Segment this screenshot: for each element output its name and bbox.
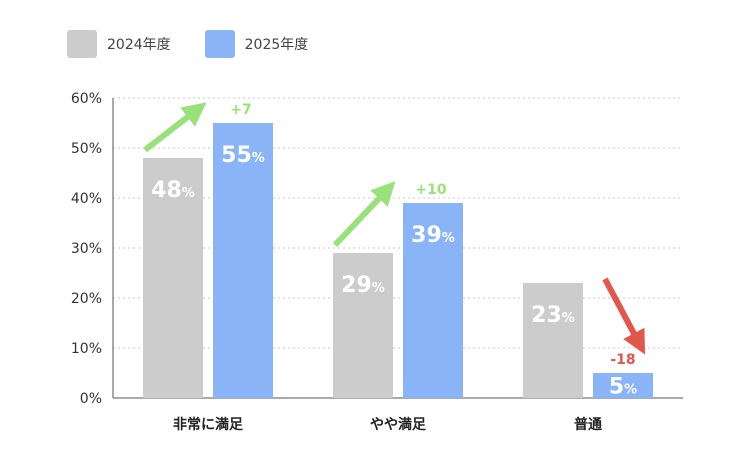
data-label: 55% [221, 143, 265, 168]
data-label: 29% [341, 273, 385, 298]
y-tick-label: 60% [71, 91, 102, 107]
y-tick-label: 30% [71, 241, 102, 257]
y-tick-label: 20% [71, 291, 102, 307]
bar [213, 123, 273, 398]
bar [333, 253, 393, 398]
legend-item-2024: 2024年度 [67, 30, 171, 58]
y-tick-label: 50% [71, 141, 102, 157]
category-label: 普通 [574, 416, 602, 433]
data-label: 5% [609, 375, 637, 400]
legend-label-2024: 2024年度 [107, 37, 171, 53]
bar [593, 373, 653, 398]
legend-item-2025: 2025年度 [204, 30, 309, 58]
bar [523, 283, 583, 398]
change-arrow [332, 181, 396, 248]
y-tick-label: 40% [71, 191, 102, 207]
legend-swatch-2025 [204, 30, 235, 58]
legend: 2024年度 2025年度 [67, 30, 342, 58]
change-arrow [602, 277, 646, 355]
y-tick-label: 0% [80, 391, 102, 407]
y-tick-label: 10% [71, 341, 102, 357]
change-label: +10 [415, 182, 446, 198]
data-label: 48% [151, 178, 195, 203]
data-label: 39% [411, 223, 455, 248]
change-arrow [143, 102, 207, 153]
change-label: +7 [230, 102, 251, 118]
legend-swatch-2024 [67, 30, 97, 58]
data-label: 23% [531, 303, 575, 328]
bar [143, 158, 203, 398]
bar [403, 203, 463, 398]
category-label: やや満足 [370, 416, 427, 433]
legend-label-2025: 2025年度 [244, 37, 309, 53]
change-label: -18 [610, 352, 635, 368]
category-label: 非常に満足 [173, 416, 244, 433]
